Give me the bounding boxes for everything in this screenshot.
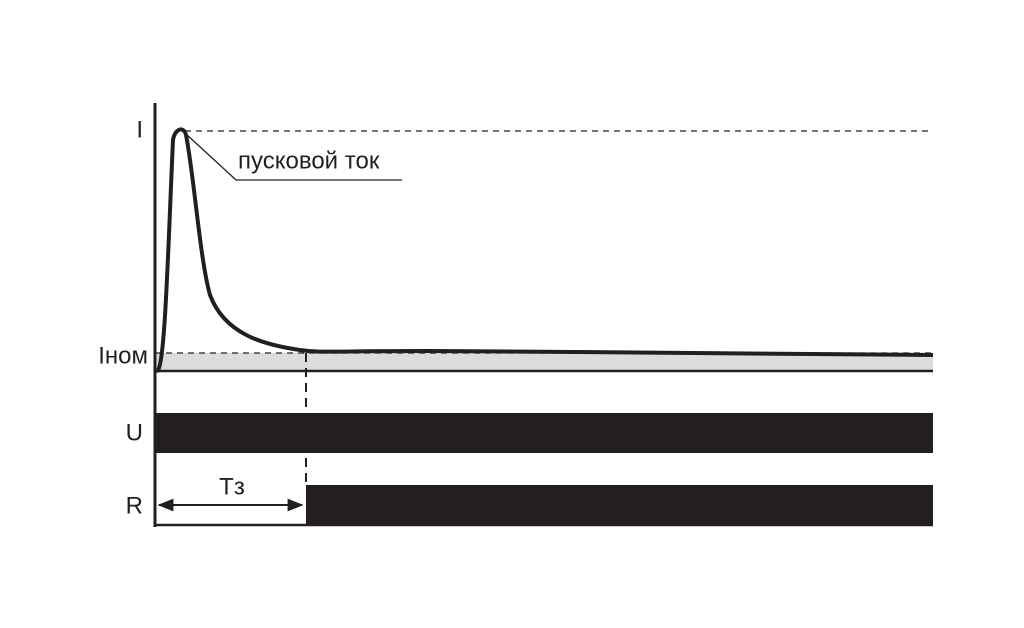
current-curve — [155, 127, 934, 373]
nominal-current-label: Iном — [98, 342, 148, 369]
delay-label: Tз — [219, 473, 245, 500]
relay-bar — [306, 485, 933, 525]
annotation-leader — [185, 133, 402, 181]
nominal-band — [155, 353, 933, 371]
voltage-bar — [155, 413, 933, 453]
relay-label: R — [126, 492, 143, 519]
annotation: пусковой ток — [238, 147, 380, 174]
voltage-label: U — [126, 419, 143, 446]
current-label: I — [136, 116, 143, 143]
